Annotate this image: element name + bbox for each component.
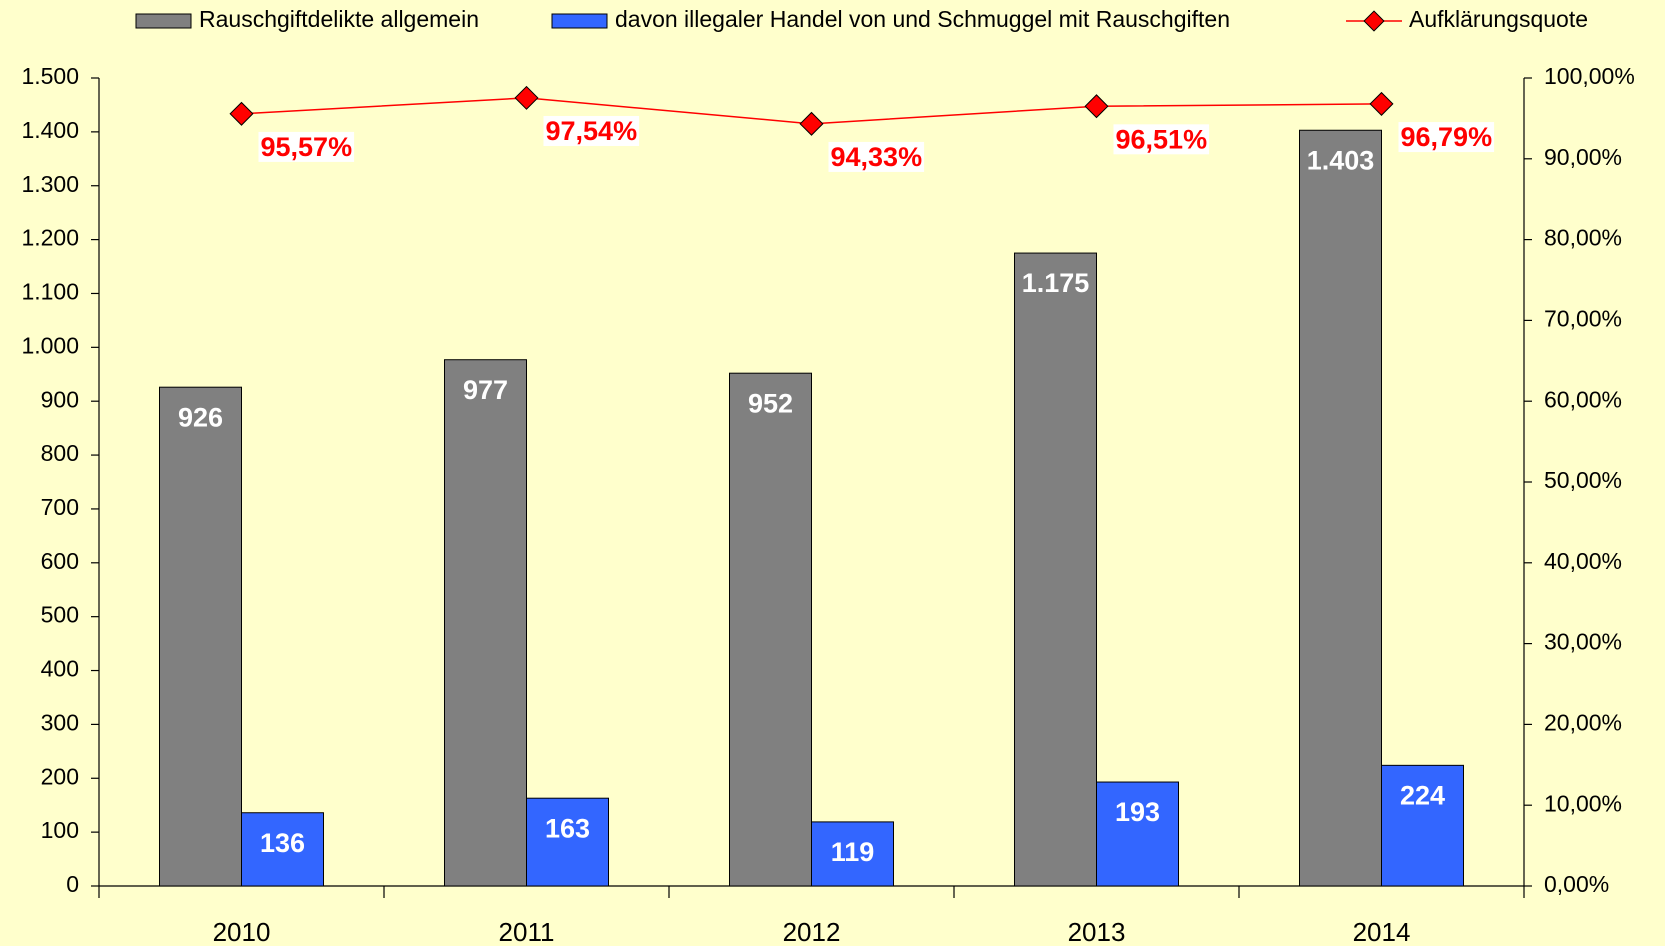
legend-label: Aufklärungsquote (1409, 6, 1588, 32)
bar (729, 372, 812, 887)
bar (811, 821, 894, 887)
y-tick-label: 100 (41, 817, 79, 843)
line-value-label: 95,57% (261, 132, 353, 162)
bar (1014, 252, 1097, 887)
line-marker (1084, 94, 1109, 119)
line-value-label: 96,79% (1401, 122, 1493, 152)
x-tick-label: 2014 (1353, 917, 1411, 946)
legend-label: Rauschgiftdelikte allgemein (199, 6, 479, 32)
y2-tick-label: 70,00% (1544, 305, 1622, 331)
x-tick-label: 2012 (783, 917, 841, 946)
line-marker (1369, 91, 1394, 116)
bar (159, 386, 242, 887)
y2-tick-label: 90,00% (1544, 144, 1622, 170)
bar-value-label: 119 (831, 837, 875, 867)
y-tick-label: 900 (41, 386, 79, 412)
y2-tick-label: 40,00% (1544, 548, 1622, 574)
bar-value-label: 163 (545, 813, 590, 843)
y2-tick-label: 20,00% (1544, 709, 1622, 735)
y-tick-label: 1.200 (21, 225, 79, 251)
y2-tick-label: 0,00% (1544, 871, 1609, 897)
y-tick-label: 700 (41, 494, 79, 520)
y-tick-label: 400 (41, 656, 79, 682)
bar-value-label: 136 (260, 828, 305, 858)
line-marker (799, 111, 824, 136)
y-tick-label: 1.300 (21, 171, 79, 197)
bar (1381, 764, 1464, 887)
bar-value-label: 926 (178, 402, 223, 432)
bar (1299, 129, 1382, 887)
line-marker (229, 101, 254, 126)
bar-value-label: 1.175 (1022, 268, 1090, 298)
line-marker (514, 85, 539, 110)
y-tick-label: 300 (41, 709, 79, 735)
label-background (1113, 124, 1210, 155)
bar (444, 359, 527, 887)
label-background (543, 116, 640, 147)
y2-tick-label: 10,00% (1544, 790, 1622, 816)
bar-value-label: 977 (463, 375, 508, 405)
y2-tick-label: 50,00% (1544, 467, 1622, 493)
bar (1096, 781, 1179, 887)
y-tick-label: 500 (41, 602, 79, 628)
bar (526, 797, 609, 887)
y-tick-label: 800 (41, 440, 79, 466)
bar-value-label: 193 (1115, 797, 1160, 827)
y2-tick-label: 100,00% (1544, 63, 1635, 89)
y2-tick-label: 60,00% (1544, 386, 1622, 412)
y-tick-label: 1.100 (21, 279, 79, 305)
y2-tick-label: 30,00% (1544, 629, 1622, 655)
bar-value-label: 1.403 (1307, 145, 1375, 175)
bar-value-label: 952 (748, 388, 793, 418)
label-background (258, 131, 355, 162)
y-tick-label: 600 (41, 548, 79, 574)
line-value-label: 96,51% (1116, 124, 1208, 154)
bar-value-label: 224 (1400, 780, 1445, 810)
y-tick-label: 1.500 (21, 63, 79, 89)
legend-label: davon illegaler Handel von und Schmuggel… (615, 6, 1230, 32)
x-tick-label: 2013 (1068, 917, 1126, 946)
line-value-label: 94,33% (831, 142, 923, 172)
legend-swatch (1363, 10, 1385, 32)
y-tick-label: 0 (66, 871, 79, 897)
line-value-label: 97,54% (546, 116, 638, 146)
x-tick-label: 2010 (213, 917, 271, 946)
label-background (828, 141, 925, 172)
y-tick-label: 1.400 (21, 117, 79, 143)
legend-swatch (551, 13, 608, 29)
y2-tick-label: 80,00% (1544, 225, 1622, 251)
y-tick-label: 200 (41, 763, 79, 789)
legend-swatch (135, 13, 192, 29)
label-background (1398, 122, 1495, 153)
x-tick-label: 2011 (499, 917, 555, 946)
y-tick-label: 1.000 (21, 332, 79, 358)
bar (241, 812, 324, 887)
